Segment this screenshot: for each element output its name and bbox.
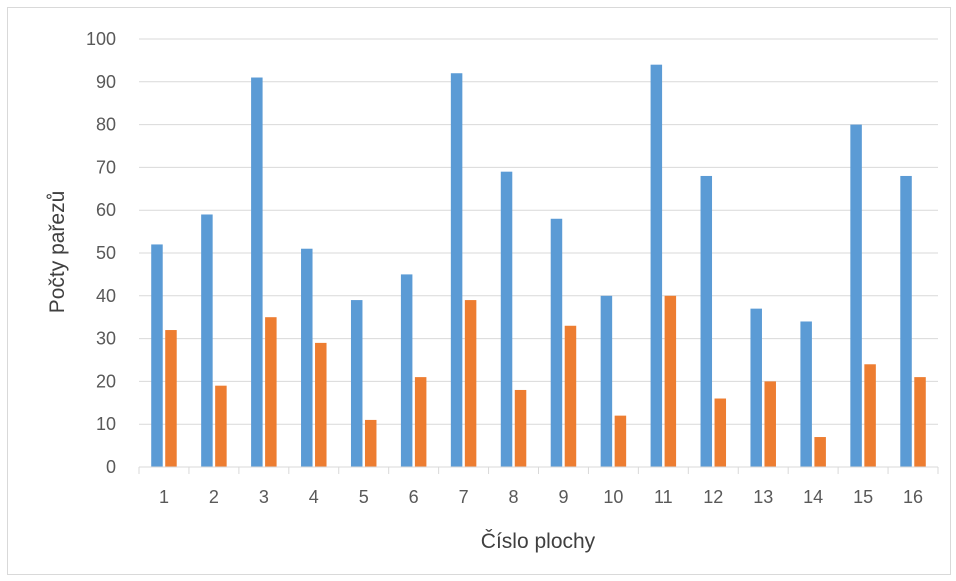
bar-series-2-plot-16	[914, 377, 926, 467]
y-tick-label: 40	[96, 286, 116, 306]
x-tick-label: 14	[803, 487, 823, 507]
x-tick-label: 7	[459, 487, 469, 507]
x-tick-label: 16	[903, 487, 923, 507]
bars	[151, 64, 926, 468]
y-axis-title: Počty pařezů	[46, 191, 69, 314]
x-tick-label: 9	[558, 487, 568, 507]
bar-series-2-plot-10	[614, 415, 627, 467]
x-tick-label: 4	[309, 487, 319, 507]
bar-series-1-plot-4	[301, 248, 313, 467]
x-tick-label: 11	[654, 487, 673, 507]
axes	[138, 466, 939, 474]
y-tick-label: 100	[86, 29, 116, 49]
bar-series-1-plot-12	[700, 175, 713, 467]
bar-series-2-plot-13	[764, 381, 776, 467]
bar-series-2-plot-14	[814, 437, 826, 467]
y-tick-label: 90	[96, 72, 116, 92]
x-tick-labels: 1 2 3 4 5 6 7 8 9 10 11 12 13 14 15 16	[159, 487, 923, 507]
bar-series-1-plot-11	[650, 64, 663, 468]
y-tick-label: 60	[96, 200, 116, 220]
y-tick-label: 80	[96, 115, 116, 135]
bar-series-1-plot-5	[350, 300, 363, 467]
bar-series-1-plot-16	[900, 175, 912, 467]
y-tick-label: 70	[96, 157, 116, 177]
y-tick-label: 20	[96, 371, 116, 391]
x-tick-label: 2	[209, 487, 219, 507]
bar-series-2-plot-9	[564, 325, 577, 467]
bar-series-1-plot-2	[201, 214, 213, 467]
bar-series-1-plot-3	[251, 77, 263, 468]
bar-series-2-plot-12	[714, 398, 727, 467]
bar-series-1-plot-6	[400, 274, 413, 467]
x-tick-label: 6	[409, 487, 419, 507]
bar-series-1-plot-15	[850, 124, 862, 467]
y-tick-label: 10	[96, 414, 116, 434]
bar-series-2-plot-7	[464, 300, 477, 467]
x-tick-label: 1	[159, 487, 169, 507]
bar-series-1-plot-9	[550, 218, 563, 467]
bar-series-2-plot-15	[864, 364, 876, 467]
bar-series-2-plot-1	[165, 330, 177, 467]
x-tick-label: 15	[853, 487, 873, 507]
bar-series-2-plot-4	[315, 342, 327, 467]
bar-series-2-plot-3	[265, 317, 277, 467]
x-tick-label: 13	[753, 487, 773, 507]
y-tick-labels: 0 10 20 30 40 50 60 70 80 90 100	[86, 29, 116, 477]
bar-series-2-plot-11	[664, 295, 677, 467]
bar-series-2-plot-2	[215, 385, 227, 467]
bar-series-1-plot-13	[750, 308, 762, 467]
x-tick-label: 8	[509, 487, 519, 507]
x-tick-label: 5	[359, 487, 369, 507]
y-tick-label: 0	[106, 457, 116, 477]
bar-series-2-plot-6	[414, 377, 427, 467]
y-tick-label: 30	[96, 329, 116, 349]
bar-series-1-plot-8	[500, 171, 513, 467]
x-axis-title: Číslo plochy	[481, 530, 596, 553]
bar-series-2-plot-8	[514, 389, 527, 467]
bar-series-1-plot-14	[800, 321, 812, 467]
bar-series-1-plot-7	[450, 73, 463, 468]
x-tick-label: 10	[603, 487, 623, 507]
bar-series-1-plot-1	[151, 244, 163, 467]
bar-series-1-plot-10	[600, 295, 613, 467]
y-tick-label: 50	[96, 243, 116, 263]
x-tick-label: 3	[259, 487, 269, 507]
bar-series-2-plot-5	[364, 419, 377, 467]
chart-area	[7, 7, 951, 575]
x-tick-label: 12	[703, 487, 723, 507]
